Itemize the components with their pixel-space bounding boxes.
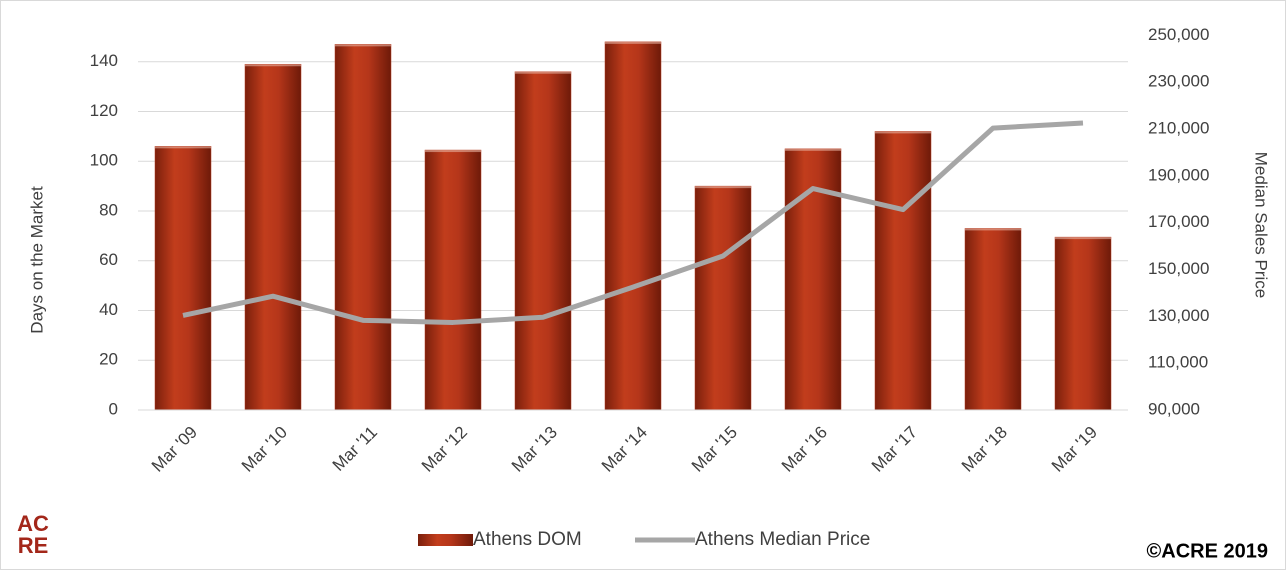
- bar-top: [335, 44, 391, 47]
- bar-top: [245, 64, 301, 67]
- legend-swatch: [418, 534, 473, 546]
- y-tick-label: 80: [99, 200, 118, 219]
- bar: [424, 149, 482, 411]
- y2-axis-label: Median Sales Price: [1252, 152, 1271, 298]
- y-axis-label: Days on the Market: [27, 186, 46, 334]
- line: [182, 120, 1084, 325]
- y-tick-label: 40: [99, 300, 118, 319]
- y-tick-label: 120: [90, 101, 118, 120]
- logo: AC: [17, 511, 49, 536]
- y-tick-label: 0: [109, 399, 118, 418]
- bar: [244, 63, 302, 411]
- y2-tick-label: 210,000: [1148, 119, 1209, 138]
- bar-top: [425, 150, 481, 153]
- bar-top: [965, 228, 1021, 231]
- y-tick-label: 60: [99, 250, 118, 269]
- bar-top: [1055, 237, 1111, 240]
- y2-tick-label: 90,000: [1148, 399, 1200, 418]
- copyright: ©ACRE 2019: [1147, 540, 1268, 562]
- bar: [154, 146, 212, 411]
- logo: RE: [18, 533, 49, 558]
- y2-tick-label: 230,000: [1148, 72, 1209, 91]
- bar-top: [785, 148, 841, 151]
- bar: [334, 44, 392, 411]
- bar: [604, 41, 662, 411]
- y2-tick-label: 110,000: [1148, 353, 1208, 372]
- bar-top: [695, 186, 751, 189]
- bar-top: [875, 131, 931, 134]
- bar: [694, 185, 752, 411]
- bar: [1054, 236, 1112, 411]
- y-tick-label: 100: [90, 151, 118, 170]
- bar: [964, 228, 1022, 411]
- y2-tick-label: 190,000: [1148, 165, 1209, 184]
- y-tick-label: 140: [90, 51, 118, 70]
- bar: [514, 71, 572, 411]
- bar: [874, 131, 932, 411]
- y2-tick-label: 250,000: [1148, 25, 1209, 44]
- bar-top: [515, 71, 571, 74]
- y-tick-label: 20: [99, 350, 118, 369]
- legend-label: Athens Median Price: [695, 529, 870, 550]
- legend-label: Athens DOM: [473, 529, 582, 550]
- bar-top: [155, 146, 211, 149]
- y2-tick-label: 150,000: [1148, 259, 1209, 278]
- bar-top: [605, 41, 661, 44]
- y2-tick-label: 130,000: [1148, 306, 1209, 325]
- y2-tick-label: 170,000: [1148, 212, 1209, 231]
